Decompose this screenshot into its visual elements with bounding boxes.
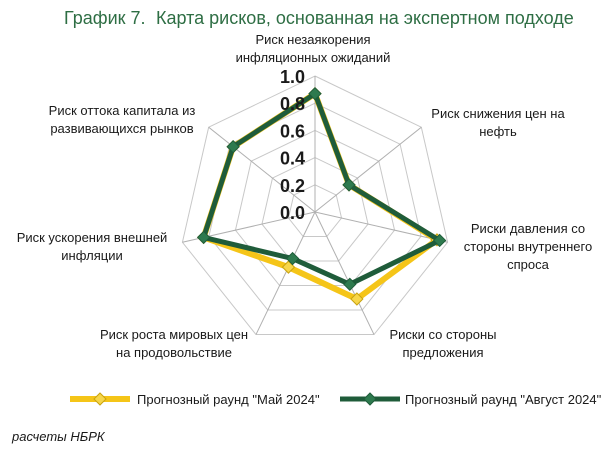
tick-label: 0.8 bbox=[280, 94, 305, 114]
axis-label: Риски давления со стороны внутреннего спро… bbox=[464, 221, 592, 272]
axis-spoke bbox=[314, 211, 448, 243]
data-point bbox=[226, 140, 240, 154]
data-point bbox=[308, 86, 322, 101]
legend-marker bbox=[363, 392, 377, 406]
axis-label: Риск незаякорения инфляционных ожиданий bbox=[236, 32, 391, 65]
series-line bbox=[200, 90, 440, 302]
tick-label: 1.0 bbox=[280, 67, 305, 87]
series-line bbox=[201, 91, 443, 287]
grid-ring bbox=[287, 184, 343, 238]
data-point bbox=[285, 251, 300, 266]
axis-spoke bbox=[314, 211, 375, 335]
tick-label: 0.0 bbox=[280, 203, 305, 223]
grid-ring bbox=[261, 157, 369, 262]
chart-title-text: Карта рисков, основанная на экспертном п… bbox=[156, 8, 574, 28]
axis-label: Риск роста мировых цен на продовольствие bbox=[100, 327, 248, 360]
axis-spoke bbox=[255, 211, 316, 335]
axis-label: Риск ускорения внешней инфляции bbox=[17, 230, 168, 263]
axis-label: Риск оттока капитала из развивающихся рын… bbox=[49, 103, 196, 136]
data-point bbox=[432, 233, 447, 248]
data-point bbox=[342, 178, 356, 192]
legend-marker bbox=[93, 392, 107, 406]
tick-label: 0.6 bbox=[280, 121, 305, 141]
data-point bbox=[281, 260, 296, 274]
grid-ring bbox=[181, 75, 449, 336]
axis-spoke bbox=[314, 126, 422, 213]
legend-label: Прогнозный раунд "Август 2024" bbox=[405, 392, 602, 407]
data-point bbox=[196, 230, 211, 245]
grid-ring bbox=[234, 129, 396, 287]
axis-label: Риск снижения цен на нефть bbox=[431, 106, 565, 139]
chart-number: График 7. bbox=[64, 8, 146, 28]
source-note: расчеты НБРК bbox=[12, 429, 105, 444]
axis-label: Риски со стороны предложения bbox=[389, 327, 496, 360]
data-point bbox=[343, 277, 357, 292]
data-point bbox=[350, 292, 364, 306]
axis-spoke bbox=[208, 126, 316, 213]
tick-label: 0.2 bbox=[280, 176, 305, 196]
legend-label: Прогнозный раунд "Май 2024" bbox=[137, 392, 320, 407]
tick-label: 0.4 bbox=[280, 149, 305, 169]
